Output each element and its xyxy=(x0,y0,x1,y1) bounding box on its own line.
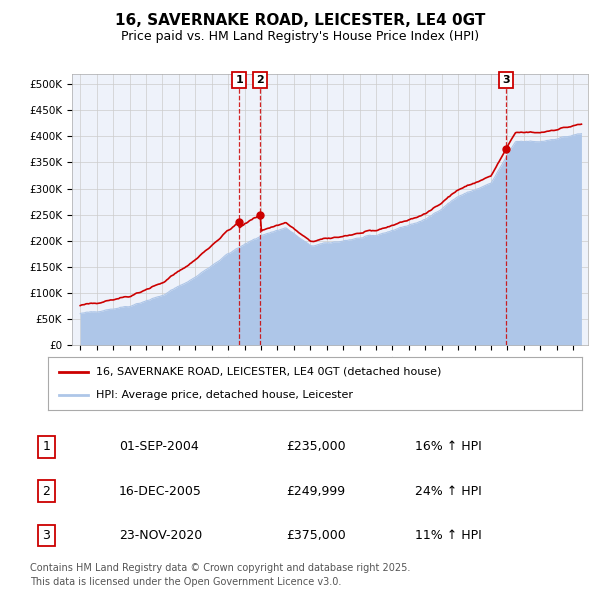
Text: 23-NOV-2020: 23-NOV-2020 xyxy=(119,529,202,542)
Text: £249,999: £249,999 xyxy=(286,484,346,498)
Text: 2: 2 xyxy=(43,484,50,498)
Text: 1: 1 xyxy=(235,75,243,85)
Text: 16, SAVERNAKE ROAD, LEICESTER, LE4 0GT (detached house): 16, SAVERNAKE ROAD, LEICESTER, LE4 0GT (… xyxy=(96,367,442,377)
Text: 3: 3 xyxy=(43,529,50,542)
Text: Contains HM Land Registry data © Crown copyright and database right 2025.
This d: Contains HM Land Registry data © Crown c… xyxy=(30,563,410,587)
Text: 16-DEC-2005: 16-DEC-2005 xyxy=(119,484,202,498)
Text: 11% ↑ HPI: 11% ↑ HPI xyxy=(415,529,481,542)
Text: HPI: Average price, detached house, Leicester: HPI: Average price, detached house, Leic… xyxy=(96,390,353,400)
Text: Price paid vs. HM Land Registry's House Price Index (HPI): Price paid vs. HM Land Registry's House … xyxy=(121,30,479,43)
Text: 16% ↑ HPI: 16% ↑ HPI xyxy=(415,440,481,453)
Text: 24% ↑ HPI: 24% ↑ HPI xyxy=(415,484,481,498)
Text: £375,000: £375,000 xyxy=(286,529,346,542)
Text: 2: 2 xyxy=(256,75,264,85)
Text: 16, SAVERNAKE ROAD, LEICESTER, LE4 0GT: 16, SAVERNAKE ROAD, LEICESTER, LE4 0GT xyxy=(115,13,485,28)
Text: 01-SEP-2004: 01-SEP-2004 xyxy=(119,440,199,453)
Text: 1: 1 xyxy=(43,440,50,453)
Text: £235,000: £235,000 xyxy=(286,440,346,453)
Text: 3: 3 xyxy=(502,75,509,85)
